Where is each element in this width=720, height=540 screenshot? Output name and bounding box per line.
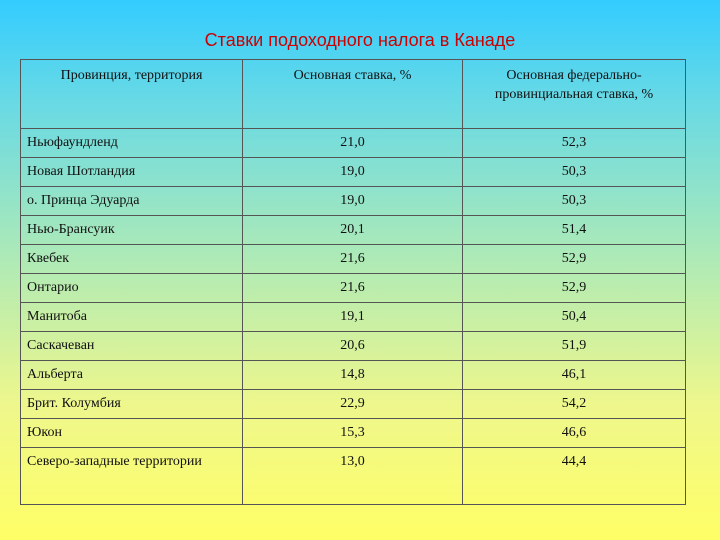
base-rate-cell: 19,0 xyxy=(242,186,463,216)
combined-rate-cell: 44,4 xyxy=(462,447,686,505)
table-row: Онтарио 21,6 52,9 xyxy=(20,273,686,303)
combined-rate-cell: 51,4 xyxy=(462,215,686,245)
header-province: Провинция, территория xyxy=(20,59,243,129)
table-row: Альберта 14,8 46,1 xyxy=(20,360,686,390)
table-row: Ньюфаундленд 21,0 52,3 xyxy=(20,128,686,158)
table-row: Брит. Колумбия 22,9 54,2 xyxy=(20,389,686,419)
base-rate-cell: 13,0 xyxy=(242,447,463,505)
combined-rate-cell: 50,3 xyxy=(462,157,686,187)
province-cell: Юкон xyxy=(20,418,243,448)
province-cell: Брит. Колумбия xyxy=(20,389,243,419)
base-rate-cell: 15,3 xyxy=(242,418,463,448)
header-base-rate: Основная ставка, % xyxy=(242,59,463,129)
slide-title: Ставки подоходного налога в Канаде xyxy=(204,30,516,50)
province-cell: Новая Шотландия xyxy=(20,157,243,187)
combined-rate-cell: 46,1 xyxy=(462,360,686,390)
combined-rate-cell: 51,9 xyxy=(462,331,686,361)
province-cell: Онтарио xyxy=(20,273,243,303)
province-cell: Альберта xyxy=(20,360,243,390)
combined-rate-cell: 52,9 xyxy=(462,273,686,303)
province-cell: Саскачеван xyxy=(20,331,243,361)
province-cell: о. Принца Эдуарда xyxy=(20,186,243,216)
combined-rate-cell: 52,9 xyxy=(462,244,686,274)
province-cell: Квебек xyxy=(20,244,243,274)
base-rate-cell: 19,1 xyxy=(242,302,463,332)
table-row: Квебек 21,6 52,9 xyxy=(20,244,686,274)
combined-rate-cell: 46,6 xyxy=(462,418,686,448)
base-rate-cell: 21,6 xyxy=(242,273,463,303)
combined-rate-cell: 52,3 xyxy=(462,128,686,158)
table-row: Северо-западные территории 13,0 44,4 xyxy=(20,447,686,505)
table-row: Юкон 15,3 46,6 xyxy=(20,418,686,448)
base-rate-cell: 21,0 xyxy=(242,128,463,158)
header-combined-rate: Основная федерально-провинциальная ставк… xyxy=(462,59,686,129)
combined-rate-cell: 50,3 xyxy=(462,186,686,216)
province-cell: Манитоба xyxy=(20,302,243,332)
table-header-row: Провинция, территория Основная ставка, %… xyxy=(20,59,686,129)
province-cell: Нью-Брансуик xyxy=(20,215,243,245)
base-rate-cell: 21,6 xyxy=(242,244,463,274)
province-cell: Северо-западные территории xyxy=(20,447,243,505)
table-row: Новая Шотландия 19,0 50,3 xyxy=(20,157,686,187)
province-cell: Ньюфаундленд xyxy=(20,128,243,158)
combined-rate-cell: 54,2 xyxy=(462,389,686,419)
table-row: о. Принца Эдуарда 19,0 50,3 xyxy=(20,186,686,216)
table-row: Саскачеван 20,6 51,9 xyxy=(20,331,686,361)
combined-rate-cell: 50,4 xyxy=(462,302,686,332)
table-row: Манитоба 19,1 50,4 xyxy=(20,302,686,332)
base-rate-cell: 19,0 xyxy=(242,157,463,187)
base-rate-cell: 20,1 xyxy=(242,215,463,245)
base-rate-cell: 22,9 xyxy=(242,389,463,419)
tax-rates-table: Провинция, территория Основная ставка, %… xyxy=(20,59,686,505)
table-row: Нью-Брансуик 20,1 51,4 xyxy=(20,215,686,245)
base-rate-cell: 20,6 xyxy=(242,331,463,361)
base-rate-cell: 14,8 xyxy=(242,360,463,390)
